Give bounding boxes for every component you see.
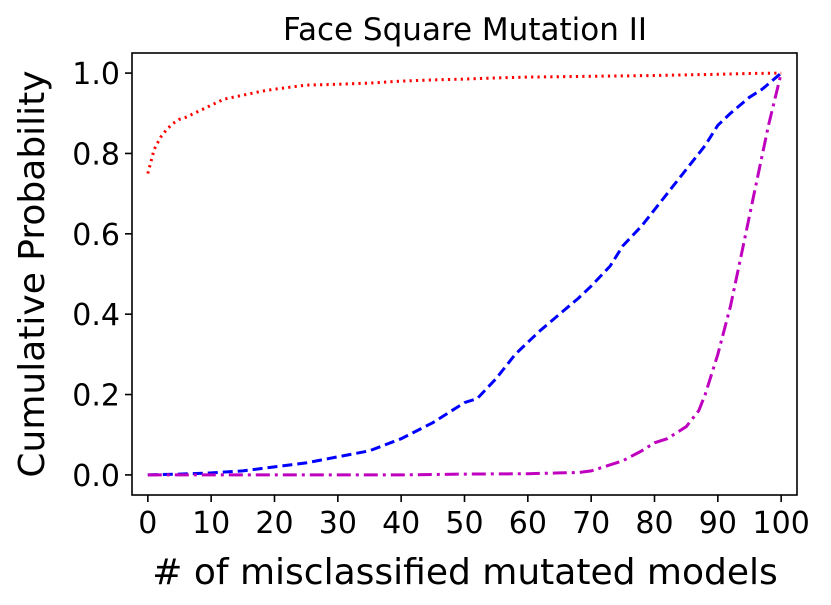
ticks-layer: 0 10 20 30 40 50 60 70 80 90 100 0.0 0.2 0.4 0.6 0.8 1.0 (72, 57, 810, 541)
x-tick-label: 10 (192, 506, 230, 541)
y-tick-label: 1.0 (72, 57, 120, 92)
y-tick-label: 0.6 (72, 218, 120, 253)
x-tick-label: 30 (319, 506, 357, 541)
chart-title: Face Square Mutation II (283, 12, 647, 48)
x-tick-label: 50 (445, 506, 483, 541)
series-layer (146, 71, 783, 477)
series-line-1 (146, 71, 782, 174)
x-tick-label: 60 (509, 506, 547, 541)
y-tick-label: 0.4 (72, 298, 120, 333)
y-tick-label: 0.8 (72, 137, 120, 172)
x-axis-label: # of misclassified mutated models (152, 552, 778, 593)
x-tick-label: 90 (699, 506, 737, 541)
plot-frame (131, 52, 798, 496)
x-tick-label: 0 (138, 506, 157, 541)
y-axis-label: Cumulative Probability (12, 70, 53, 477)
y-tick-label: 0.0 (72, 459, 120, 494)
x-tick-label: 20 (255, 506, 293, 541)
series-line-2 (147, 71, 783, 477)
x-tick-label: 40 (382, 506, 420, 541)
y-tick-label: 0.2 (72, 379, 120, 414)
x-tick-label: 80 (635, 506, 673, 541)
x-tick-label: 100 (753, 506, 810, 541)
x-tick-label: 70 (572, 506, 610, 541)
series-line-3 (147, 72, 783, 477)
